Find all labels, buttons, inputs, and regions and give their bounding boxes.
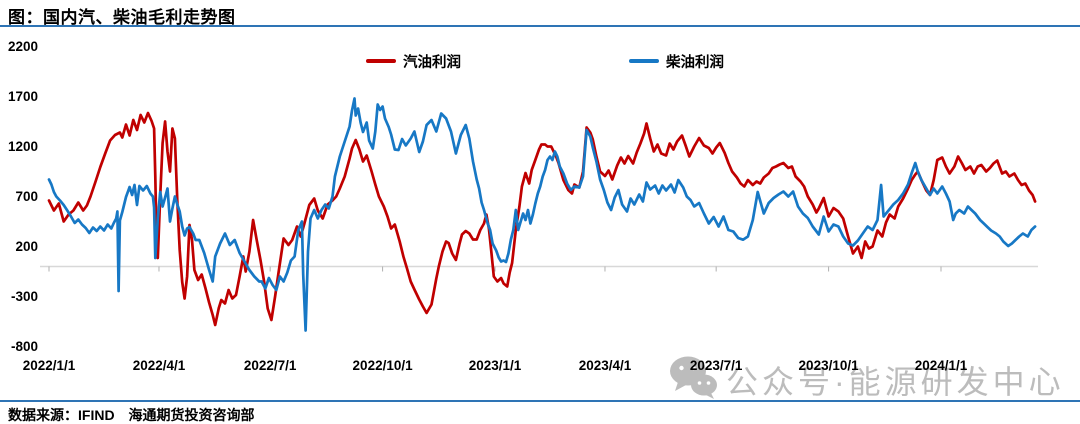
x-axis-label: 2023/7/1 — [690, 358, 743, 373]
y-axis-label: 1700 — [8, 89, 38, 104]
source-note: 数据来源：IFIND 海通期货投资咨询部 — [8, 407, 255, 423]
y-axis-label: 700 — [15, 189, 38, 204]
gasoline-line — [47, 111, 1037, 327]
y-axis: 2200 1700 1200 700 200 -300 -800 — [8, 39, 38, 354]
x-axis-label: 2022/7/1 — [244, 358, 297, 373]
x-axis: 2022/1/1 2022/4/1 2022/7/1 2022/10/1 2023/1/… — [23, 358, 968, 373]
y-axis-label: 2200 — [8, 39, 38, 54]
legend-item-gasoline: 汽油利润 — [366, 51, 461, 71]
x-axis-label: 2023/10/1 — [799, 358, 860, 373]
series-layer — [47, 97, 1037, 332]
x-axis-label: 2022/1/1 — [23, 358, 76, 373]
y-axis-label: -800 — [11, 339, 38, 354]
title-divider — [0, 25, 1080, 27]
footer-divider — [0, 400, 1080, 402]
x-axis-label: 2022/10/1 — [353, 358, 414, 373]
gasoline-swatch — [366, 59, 396, 63]
gasoline-legend-label: 汽油利润 — [403, 54, 461, 71]
x-axis-label: 2023/1/1 — [469, 358, 522, 373]
page-title: 图：国内汽、柴油毛利走势图 — [8, 8, 236, 27]
legend-item-diesel: 柴油利润 — [629, 51, 724, 71]
grid-layer — [40, 265, 1038, 272]
x-axis-label: 2022/4/1 — [133, 358, 186, 373]
diesel-line — [47, 97, 1037, 332]
chart-legend: 汽油利润 柴油利润 — [0, 51, 1080, 71]
x-axis-label: 2023/4/1 — [579, 358, 632, 373]
watermark-text: 公众号·能源研发中心 — [726, 363, 1065, 400]
y-axis-label: 200 — [15, 239, 38, 254]
diesel-legend-label: 柴油利润 — [666, 54, 724, 71]
wechat-icon — [668, 354, 718, 405]
y-axis-label: -300 — [11, 289, 38, 304]
diesel-swatch — [629, 59, 659, 63]
y-axis-label: 1200 — [8, 139, 38, 154]
watermark: 公众号·能源研发中心 — [668, 354, 1065, 405]
x-axis-label: 2024/1/1 — [915, 358, 968, 373]
